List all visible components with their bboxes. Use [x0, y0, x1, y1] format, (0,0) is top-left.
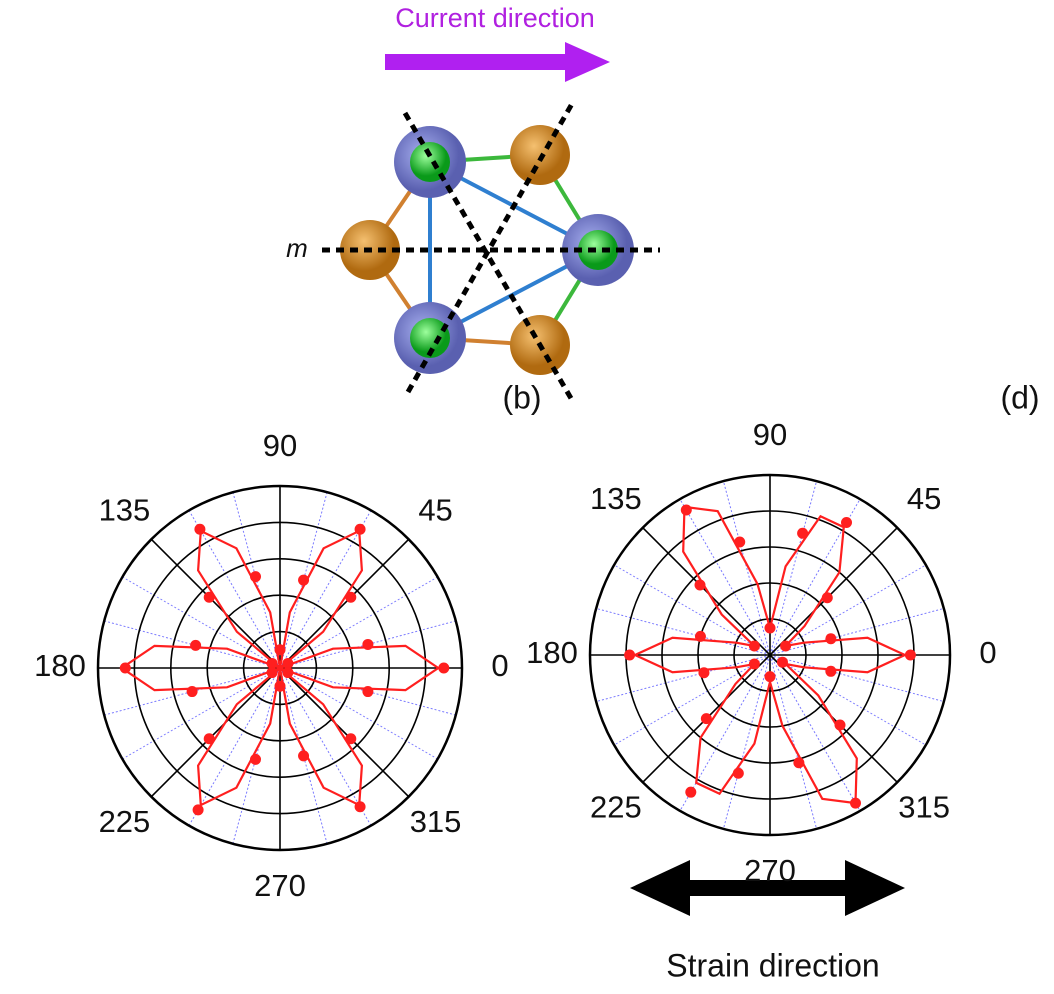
minor-spoke — [188, 667, 281, 826]
current-label: Current direction — [395, 3, 595, 33]
theta-tick-label: 180 — [34, 648, 86, 683]
data-point — [194, 523, 206, 535]
mirror-label: m — [286, 233, 308, 263]
data-point — [764, 622, 776, 634]
data-point — [190, 639, 202, 651]
data-point — [354, 523, 366, 535]
minor-spoke — [679, 498, 771, 656]
minor-spoke — [722, 654, 771, 829]
spoke — [150, 538, 281, 669]
minor-spoke — [769, 654, 927, 746]
theta-tick-label: 315 — [898, 789, 950, 824]
theta-tick-label: 0 — [979, 635, 996, 670]
data-point — [192, 804, 204, 816]
theta-tick-label: 135 — [590, 481, 642, 516]
spoke — [279, 667, 410, 798]
data-point — [345, 733, 357, 745]
theta-tick-label: 90 — [263, 428, 297, 463]
data-point — [732, 767, 744, 779]
spoke — [279, 538, 410, 669]
strain-label: Strain direction — [666, 947, 879, 983]
data-point — [698, 667, 710, 679]
data-point — [780, 640, 792, 652]
data-point — [825, 665, 837, 677]
minor-spoke — [279, 667, 438, 760]
data-point — [362, 638, 374, 650]
data-point — [274, 680, 286, 692]
data-point — [298, 750, 310, 762]
theta-tick-label: 225 — [99, 804, 151, 839]
minor-spoke — [596, 607, 771, 656]
data-point — [362, 686, 374, 698]
data-point — [186, 686, 198, 698]
data-point — [624, 649, 636, 661]
data-point — [203, 591, 215, 603]
data-point — [793, 757, 805, 769]
minor-spoke — [769, 654, 944, 703]
theta-tick-label: 0 — [491, 648, 508, 683]
data-point — [345, 591, 357, 603]
spoke — [769, 527, 898, 656]
data-point — [825, 633, 837, 645]
current-arrow — [385, 42, 610, 82]
minor-spoke — [279, 576, 438, 669]
theta-tick-label: 225 — [590, 789, 642, 824]
data-point — [266, 657, 278, 669]
theta-tick-label: 45 — [907, 481, 941, 516]
theta-tick-label: 45 — [418, 493, 452, 528]
theta-tick-label: 315 — [410, 804, 462, 839]
minor-spoke — [122, 576, 281, 669]
minor-spoke — [769, 654, 818, 829]
data-point — [680, 504, 692, 516]
data-point — [694, 579, 706, 591]
minor-spoke — [769, 607, 944, 656]
data-point — [298, 574, 310, 586]
minor-spoke — [679, 654, 771, 812]
data-point — [250, 753, 262, 765]
theta-tick-label: 270 — [254, 868, 306, 903]
minor-spoke — [613, 564, 771, 656]
minor-spoke — [769, 564, 927, 656]
data-point — [119, 662, 131, 674]
minor-spoke — [596, 654, 771, 703]
data-point — [748, 640, 760, 652]
theta-tick-label: 90 — [753, 417, 787, 452]
data-point — [821, 592, 833, 604]
data-point — [776, 656, 788, 668]
data-point — [734, 536, 746, 548]
spoke — [150, 667, 281, 798]
minor-spoke — [613, 654, 771, 746]
theta-tick-label: 135 — [99, 493, 151, 528]
minor-spoke — [122, 667, 281, 760]
panel-label: (b) — [502, 379, 541, 415]
theta-tick-label: 270 — [744, 853, 796, 888]
data-point — [266, 667, 278, 679]
crystal-diagram — [322, 100, 660, 402]
minor-spoke — [769, 481, 818, 656]
data-point — [797, 527, 809, 539]
data-point — [694, 630, 706, 642]
data-point — [700, 713, 712, 725]
data-point — [354, 801, 366, 813]
theta-tick-label: 180 — [526, 635, 578, 670]
data-point — [274, 644, 286, 656]
panel-label: (d) — [1000, 379, 1039, 415]
data-point — [764, 671, 776, 683]
data-point — [203, 733, 215, 745]
minor-spoke — [769, 654, 861, 812]
data-point — [904, 649, 916, 661]
data-point — [438, 662, 450, 674]
data-point — [282, 657, 294, 669]
data-point — [748, 658, 760, 670]
data-point — [250, 571, 262, 583]
data-point — [834, 719, 846, 731]
data-point — [850, 797, 861, 809]
data-point — [685, 786, 697, 798]
data-point — [841, 516, 852, 528]
data-point — [282, 667, 294, 679]
strain-arrow — [630, 860, 905, 916]
minor-spoke — [722, 481, 771, 656]
